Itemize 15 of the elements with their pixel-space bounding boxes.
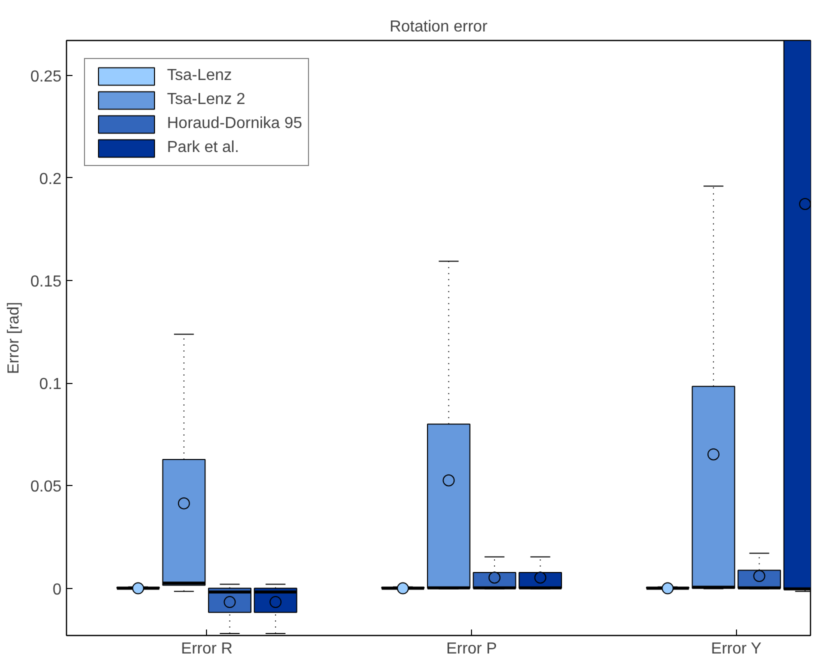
legend-label: Tsa-Lenz 2	[167, 91, 246, 109]
x-tick-label: Error R	[181, 640, 233, 658]
y-tick-label: 0	[52, 581, 62, 598]
y-tick-label: 0.2	[39, 170, 62, 188]
legend-label: Horaud-Dornika 95	[167, 115, 302, 133]
legend-label: Tsa-Lenz	[167, 67, 232, 85]
y-tick-label: 0.25	[30, 68, 62, 86]
y-tick-label: 0.05	[30, 478, 62, 496]
chart-title: Rotation error	[390, 18, 488, 36]
y-tick-label: 0.1	[39, 376, 62, 394]
x-tick-label: Error P	[446, 640, 497, 658]
x-tick-label: Error Y	[711, 640, 762, 658]
y-tick-label: 0.15	[30, 274, 62, 291]
y-axis-title: Error [rad]	[5, 302, 22, 374]
legend-label: Park et al.	[167, 139, 240, 157]
